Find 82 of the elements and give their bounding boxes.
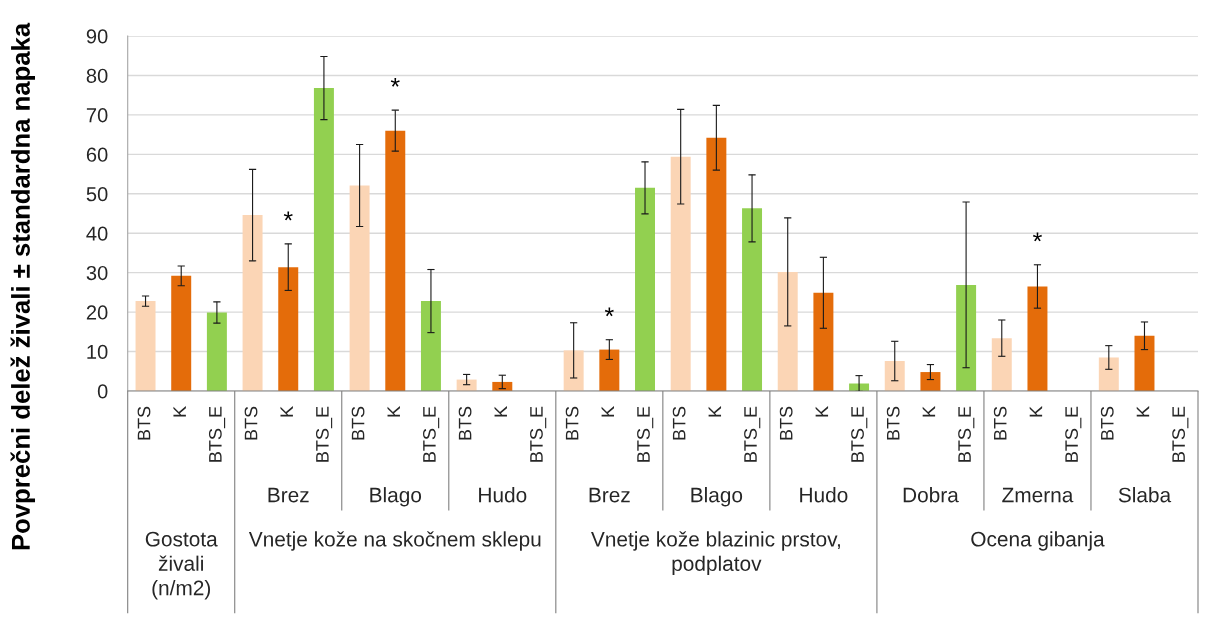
bar (884, 361, 905, 391)
bar (742, 208, 763, 391)
bar (813, 292, 834, 391)
x-tick-label: Blago (370, 487, 422, 507)
bar (635, 187, 655, 391)
text: BTS_E (744, 406, 761, 462)
text: Vnetje kože blazinic prstov, podplatov (591, 531, 840, 576)
y-tick-label: 10 (87, 344, 108, 360)
y-tick-label: 90 (86, 29, 108, 44)
x-tick-label: Blago (691, 487, 743, 507)
text: BTS_E (851, 406, 868, 462)
text: BTS_E (958, 406, 975, 462)
bar (563, 350, 584, 391)
y-tick-label: 40 (86, 226, 108, 241)
text: K (387, 406, 400, 417)
text: BTS (244, 406, 258, 440)
text: BTS (779, 406, 793, 440)
text: BTS_E (1065, 406, 1082, 462)
bar (313, 88, 334, 391)
text: K (922, 406, 936, 417)
y-tick-label: 50 (86, 187, 108, 202)
bar (242, 215, 263, 391)
y-tick-label: 0 (97, 384, 108, 399)
data-label: * (283, 211, 293, 221)
bar (777, 271, 798, 391)
text: K (1136, 406, 1150, 417)
bar (1027, 286, 1048, 391)
bar (991, 338, 1012, 391)
bar (385, 130, 406, 391)
text: BTS (351, 406, 365, 440)
bar (670, 156, 691, 391)
y-tick-label: 20 (86, 305, 108, 320)
y-axis-title: Povprečni delež živali ± standardna napaka (10, 22, 36, 550)
x-tick-label: Brez (268, 487, 309, 503)
text: BTS (565, 406, 579, 440)
x-tick-label: Hudo (479, 487, 527, 503)
text: BTS (1100, 406, 1114, 440)
bar (171, 275, 192, 391)
x-tick-label: Slaba (1118, 487, 1172, 503)
bar (1134, 335, 1155, 391)
bar (956, 284, 977, 391)
text: BTS_E (1172, 406, 1189, 462)
text: K (280, 406, 293, 417)
y-tick-label: 30 (86, 265, 108, 281)
bar (135, 301, 156, 391)
text: BTS (886, 406, 900, 440)
y-tick-label: 70 (86, 108, 108, 123)
text: BTS (458, 406, 472, 440)
x-tick-label: Hudo (800, 487, 848, 503)
text: Vnetje kože na skočnem sklepu (248, 531, 541, 551)
text: K (601, 406, 614, 417)
text: BTS_E (423, 406, 440, 462)
data-label: * (604, 307, 614, 317)
text: K (815, 406, 829, 417)
text: Gostota živali (n/m2) (145, 531, 218, 600)
x-tick-label: Brez (589, 487, 630, 503)
text: K (494, 406, 507, 417)
x-tick-label: Zmerna (1002, 487, 1074, 503)
text: BTS (137, 406, 151, 440)
bar (1098, 357, 1119, 391)
bar (599, 349, 620, 391)
bar (206, 312, 227, 391)
text: K (173, 406, 186, 417)
x-tick-label: Dobra (903, 487, 959, 503)
bar (420, 301, 441, 391)
data-label: * (1032, 232, 1042, 242)
text: Ocena gibanja (971, 531, 1105, 551)
text: K (1029, 406, 1043, 417)
bar (278, 267, 299, 391)
text: BTS (672, 406, 686, 440)
text: BTS_E (315, 406, 333, 462)
text: K (708, 406, 722, 417)
bar (706, 137, 727, 391)
y-tick-label: 80 (86, 68, 108, 83)
bar (920, 372, 941, 391)
bar (349, 185, 370, 391)
text: BTS_E (208, 406, 226, 462)
y-tick-label: 60 (86, 147, 108, 162)
data-label: * (390, 77, 400, 87)
text: BTS_E (637, 406, 654, 462)
text: BTS_E (530, 406, 547, 462)
text: BTS (993, 406, 1007, 440)
